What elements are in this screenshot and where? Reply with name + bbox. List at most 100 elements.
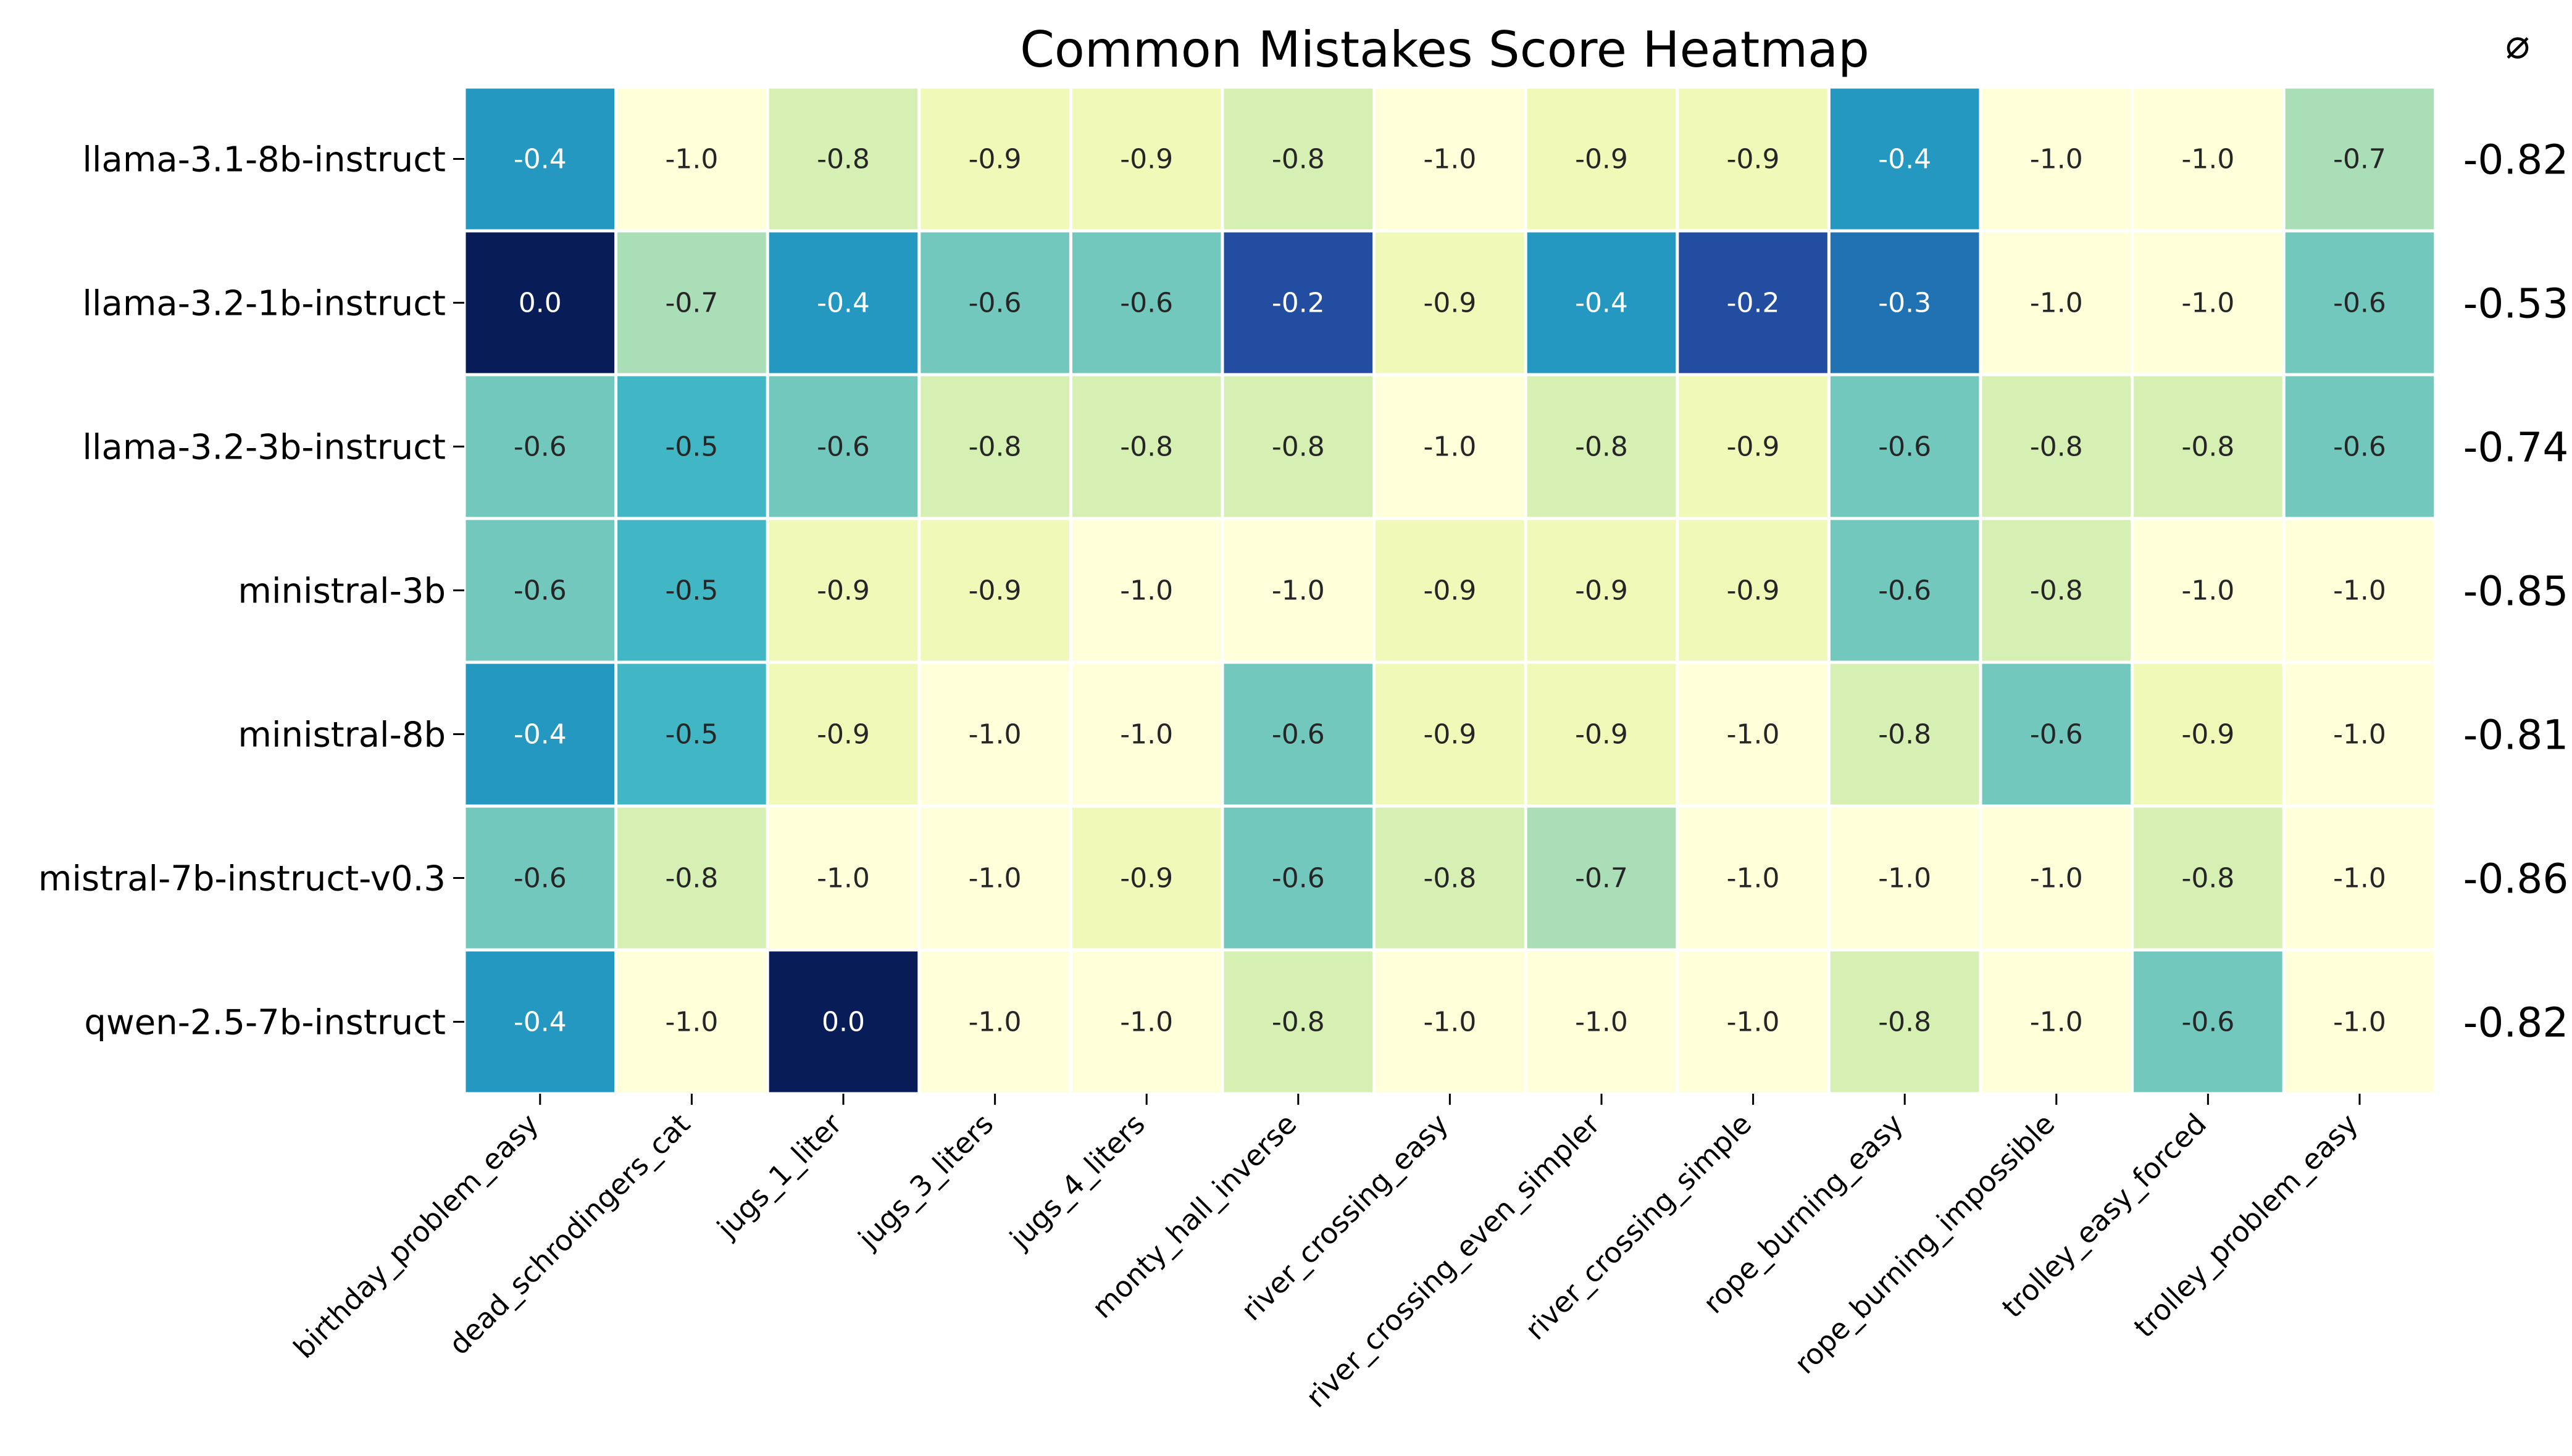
row-labels: llama-3.1-8b-instruct llama-3.2-1b-instru… <box>38 140 464 1043</box>
cell-value-label: -1.0 <box>1120 575 1173 607</box>
cell-value-label: -0.9 <box>1120 144 1173 175</box>
row-average-value: -0.82 <box>2463 136 2569 184</box>
column-label: rope_burning_impossible <box>1788 1107 2061 1381</box>
row-averages: -0.82-0.53-0.74-0.85-0.81-0.86-0.82 <box>2463 136 2569 1047</box>
column-label: jugs_3_liters <box>851 1107 1000 1256</box>
cell-value-label: -0.9 <box>1423 288 1476 319</box>
cell-value-label: -0.5 <box>665 575 718 607</box>
cell-value-label: -0.9 <box>969 144 1022 175</box>
cell-value-label: -0.8 <box>1575 431 1628 463</box>
cell-value-label: -1.0 <box>2030 144 2083 175</box>
cell-value-label: -1.0 <box>1878 863 1931 894</box>
cell-value-label: -1.0 <box>2030 288 2083 319</box>
cell-value-label: -0.8 <box>1272 144 1325 175</box>
cell-value-label: -0.6 <box>514 863 567 894</box>
column-label: dead_schrodingers_cat <box>442 1107 696 1362</box>
row-average-value: -0.74 <box>2463 424 2569 472</box>
row-average-value: -0.85 <box>2463 568 2569 615</box>
cell-value-label: -0.5 <box>665 719 718 751</box>
column-label: jugs_1_liter <box>710 1107 848 1246</box>
cell-value-label: -0.3 <box>1878 288 1931 319</box>
cell-value-label: -0.4 <box>1878 144 1931 175</box>
cell-value-label: -0.8 <box>1272 431 1325 463</box>
cell-value-label: -0.9 <box>1423 575 1476 607</box>
cell-value-label: -1.0 <box>817 863 870 894</box>
cell-value-label: -0.2 <box>1272 288 1325 319</box>
row-label: ministral-8b <box>238 715 446 755</box>
cell-value-label: -0.6 <box>2333 288 2386 319</box>
cell-value-label: -0.6 <box>2030 719 2083 751</box>
cell-value-label: -1.0 <box>1727 719 1780 751</box>
cell-value-label: -1.0 <box>2030 863 2083 894</box>
cell-value-label: 0.0 <box>519 288 562 319</box>
cell-value-label: -0.4 <box>514 719 567 751</box>
cell-value-label: -1.0 <box>665 1007 718 1038</box>
cell-value-label: -0.9 <box>817 575 870 607</box>
cell-value-label: -0.9 <box>1423 719 1476 751</box>
cell-value-label: -1.0 <box>2333 1007 2386 1038</box>
cell-value-label: -0.8 <box>1423 863 1476 894</box>
cell-value-label: -1.0 <box>1423 144 1476 175</box>
row-average-value: -0.81 <box>2463 712 2569 759</box>
average-column-header: ⌀ <box>2505 20 2530 68</box>
cell-value-label: -1.0 <box>2333 575 2386 607</box>
cell-value-label: -1.0 <box>2030 1007 2083 1038</box>
cell-value-label: -0.6 <box>817 431 870 463</box>
row-average-value: -0.86 <box>2463 855 2569 903</box>
cell-value-label: 0.0 <box>822 1007 865 1038</box>
cell-value-label: -0.8 <box>2030 431 2083 463</box>
row-label: mistral-7b-instruct-v0.3 <box>38 859 446 899</box>
cell-value-label: -0.9 <box>1575 719 1628 751</box>
cell-value-label: -0.6 <box>1120 288 1173 319</box>
cell-value-label: -0.8 <box>2181 863 2234 894</box>
column-label: birthday_problem_easy <box>287 1107 545 1365</box>
cell-value-label: -0.7 <box>1575 863 1628 894</box>
cell-value-label: -1.0 <box>1120 1007 1173 1038</box>
row-label: llama-3.2-1b-instruct <box>82 284 446 324</box>
cell-value-label: -0.4 <box>1575 288 1628 319</box>
cell-value-label: -0.6 <box>2333 431 2386 463</box>
cell-value-label: -0.9 <box>817 719 870 751</box>
cell-value-label: -0.8 <box>1272 1007 1325 1038</box>
cell-value-label: -0.8 <box>2181 431 2234 463</box>
cell-value-label: -0.6 <box>2181 1007 2234 1038</box>
cell-value-label: -1.0 <box>1272 575 1325 607</box>
row-label: qwen-2.5-7b-instruct <box>84 1003 446 1043</box>
cell-value-label: -1.0 <box>1575 1007 1628 1038</box>
row-label: llama-3.2-3b-instruct <box>82 428 446 468</box>
cell-value-label: -1.0 <box>665 144 718 175</box>
row-label: llama-3.1-8b-instruct <box>82 140 446 180</box>
cell-value-label: -0.9 <box>1575 575 1628 607</box>
cell-value-label: -0.6 <box>1878 575 1931 607</box>
cell-value-label: -0.2 <box>1727 288 1780 319</box>
cell-value-label: -0.8 <box>817 144 870 175</box>
cell-value-label: -0.7 <box>2333 144 2386 175</box>
cell-value-label: -0.6 <box>969 288 1022 319</box>
cell-value-label: -0.8 <box>2030 575 2083 607</box>
cell-value-label: -0.8 <box>969 431 1022 463</box>
cell-value-label: -0.4 <box>514 1007 567 1038</box>
cell-value-label: -0.4 <box>817 288 870 319</box>
cell-value-label: -1.0 <box>2181 575 2234 607</box>
heatmap-cells: -0.4 -1.0 -0.8 -0.9 -0.9 -0.8 -1.0 -0.9 -0.9 -0.4… <box>466 89 2434 1092</box>
cell-value-label: -1.0 <box>969 863 1022 894</box>
cell-value-label: -0.6 <box>1272 863 1325 894</box>
cell-value-label: -1.0 <box>1120 719 1173 751</box>
cell-value-label: -1.0 <box>2333 863 2386 894</box>
cell-value-label: -0.6 <box>514 575 567 607</box>
cell-value-label: -0.6 <box>1272 719 1325 751</box>
cell-value-label: -0.9 <box>969 575 1022 607</box>
cell-value-label: -0.6 <box>514 431 567 463</box>
cell-value-label: -0.8 <box>1120 431 1173 463</box>
cell-value-label: -0.9 <box>1120 863 1173 894</box>
cell-value-label: -1.0 <box>969 719 1022 751</box>
cell-value-label: -0.9 <box>1727 431 1780 463</box>
cell-value-label: -0.9 <box>1727 575 1780 607</box>
cell-value-label: -0.4 <box>514 144 567 175</box>
cell-value-label: -1.0 <box>2181 144 2234 175</box>
cell-value-label: -1.0 <box>969 1007 1022 1038</box>
cell-value-label: -1.0 <box>1727 1007 1780 1038</box>
column-label: jugs_4_liters <box>1003 1107 1151 1256</box>
cell-value-label: -0.8 <box>1878 1007 1931 1038</box>
